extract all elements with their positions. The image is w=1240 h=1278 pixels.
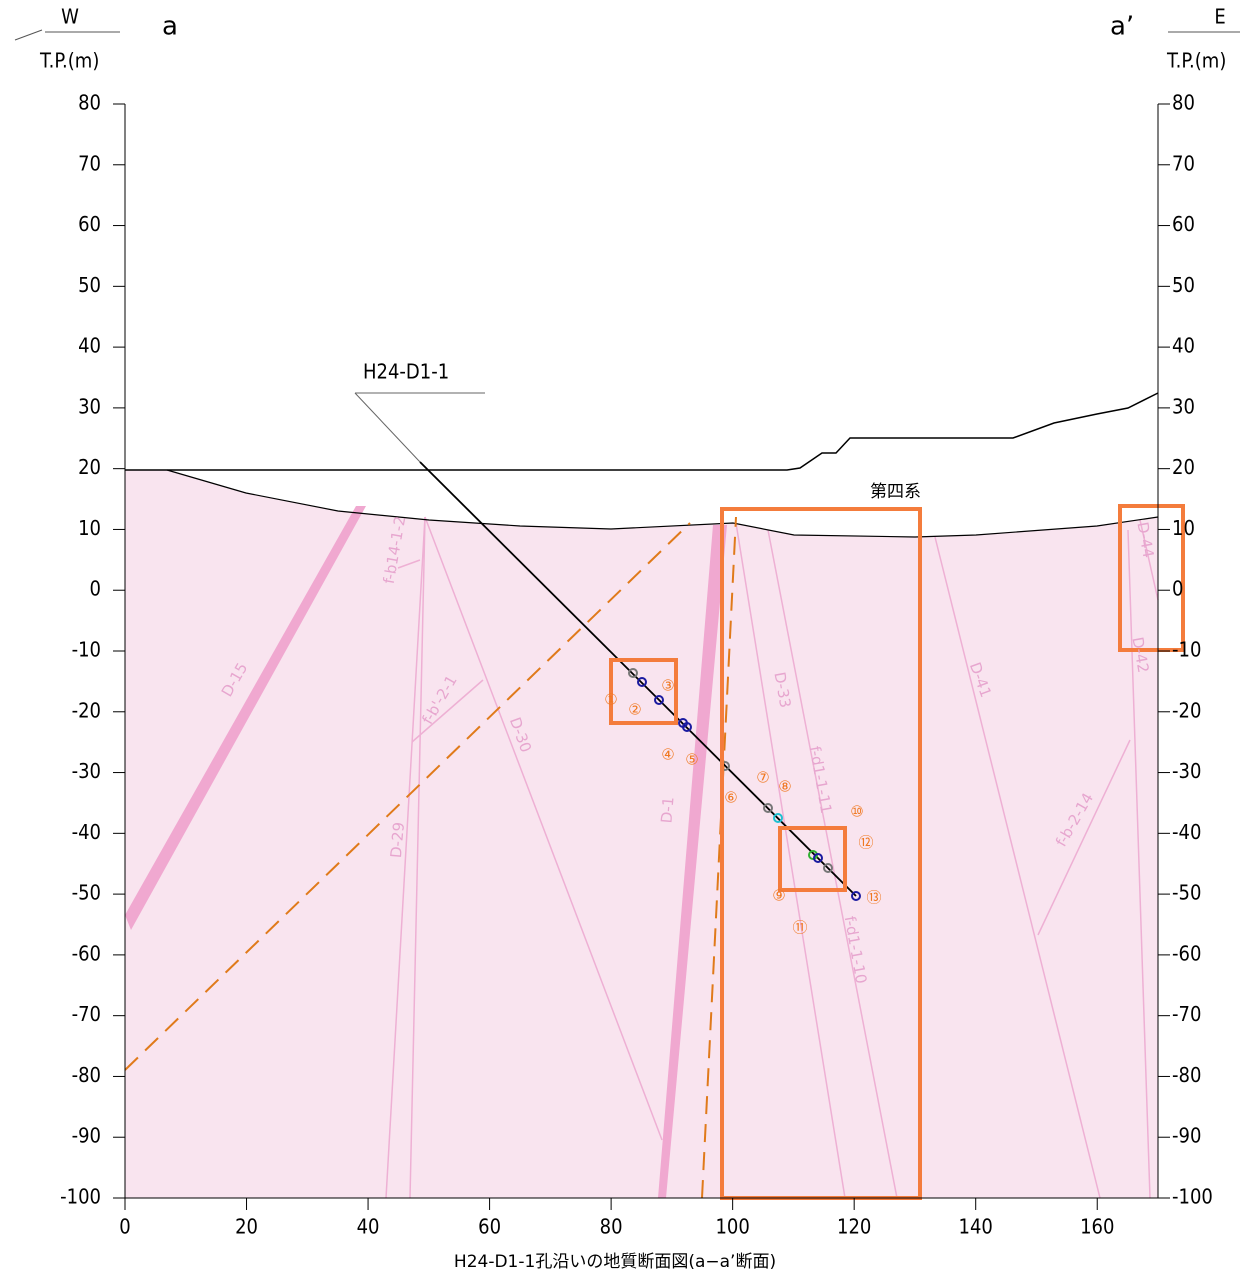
marker-label: ⑨ [772, 887, 785, 905]
y-tick-label: -100 [1172, 1185, 1213, 1209]
y-tick-label: 70 [78, 151, 101, 175]
y-tick-label: -40 [1172, 820, 1201, 844]
header-line [15, 30, 42, 40]
y-tick-label: 40 [1172, 334, 1195, 358]
y-tick-label: -60 [72, 941, 101, 965]
caption: H24-D1-1孔沿いの地質断面図(a−a’断面) [454, 1252, 776, 1272]
axis-unit: T.P.(m) [1166, 49, 1226, 73]
y-tick-label: 60 [1172, 212, 1195, 236]
y-tick-label: 50 [1172, 273, 1195, 297]
y-tick-label: 40 [78, 334, 101, 358]
y-tick-label: -70 [1172, 1002, 1201, 1026]
marker-label: ⑧ [778, 778, 791, 796]
y-tick-label: -100 [60, 1185, 101, 1209]
y-tick-label: 20 [1172, 455, 1195, 479]
y-tick-label: -60 [1172, 941, 1201, 965]
y-tick-label: -20 [1172, 698, 1201, 722]
marker-label: ⑬ [866, 889, 881, 907]
x-tick-label: 20 [235, 1215, 258, 1239]
x-tick-label: 60 [478, 1215, 501, 1239]
x-tick-label: 120 [837, 1215, 871, 1239]
x-tick-label: 160 [1080, 1215, 1114, 1239]
y-tick-label: 60 [78, 212, 101, 236]
marker-label: ④ [661, 746, 674, 764]
y-tick-label: -10 [72, 638, 101, 662]
y-tick-label: 80 [78, 91, 101, 115]
y-tick-label: -70 [72, 1002, 101, 1026]
y-tick-label: -50 [1172, 881, 1201, 905]
y-tick-label: 30 [1172, 394, 1195, 418]
section-label: a [162, 12, 178, 42]
y-tick-label: -30 [1172, 759, 1201, 783]
y-tick-label: 10 [78, 516, 101, 540]
y-tick-label: 50 [78, 273, 101, 297]
y-tick-label: -80 [72, 1063, 101, 1087]
direction: W [61, 5, 79, 29]
x-tick-label: 100 [715, 1215, 749, 1239]
marker-label: ① [604, 691, 617, 709]
y-tick-label: 30 [78, 394, 101, 418]
y-tick-label: -80 [1172, 1063, 1201, 1087]
y-tick-label: 80 [1172, 91, 1195, 115]
marker-label: ⑤ [685, 751, 698, 769]
section-figure: W a T.P.(m) E a’ T.P.(m) H24-D1-1 第四系 H2… [0, 0, 1240, 1274]
marker-label: ③ [661, 677, 674, 695]
marker-label: ② [628, 701, 641, 719]
y-tick-label: -10 [1172, 638, 1201, 662]
leader [355, 393, 420, 462]
y-tick-label: 10 [1172, 516, 1195, 540]
y-tick-label: 70 [1172, 151, 1195, 175]
marker-label: ⑪ [792, 919, 807, 937]
y-tick-label: -90 [1172, 1124, 1201, 1148]
direction: E [1214, 5, 1225, 29]
y-tick-label: 0 [1172, 577, 1183, 601]
section-label: a’ [1110, 12, 1134, 42]
marker-label: ⑦ [756, 769, 769, 787]
borehole-label: H24-D1-1 [363, 360, 449, 384]
x-tick-label: 0 [119, 1215, 130, 1239]
marker-label: ⑫ [858, 834, 873, 852]
fault-label: D-29 [387, 821, 408, 858]
marker-label: ⑥ [724, 789, 737, 807]
y-tick-label: -90 [72, 1124, 101, 1148]
y-tick-label: -40 [72, 820, 101, 844]
x-tick-label: 80 [600, 1215, 623, 1239]
marker-label: ⑩ [850, 803, 863, 821]
bedrock [125, 470, 1158, 1198]
fault-label: D-1 [657, 796, 677, 824]
y-tick-label: -50 [72, 881, 101, 905]
y-tick-label: 0 [90, 577, 101, 601]
y-tick-label: -20 [72, 698, 101, 722]
axis-unit: T.P.(m) [39, 49, 99, 73]
unit-label: 第四系 [870, 482, 921, 502]
x-tick-label: 40 [357, 1215, 380, 1239]
y-tick-label: -30 [72, 759, 101, 783]
x-tick-label: 140 [959, 1215, 993, 1239]
ground-surface [125, 393, 1158, 470]
y-tick-label: 20 [78, 455, 101, 479]
